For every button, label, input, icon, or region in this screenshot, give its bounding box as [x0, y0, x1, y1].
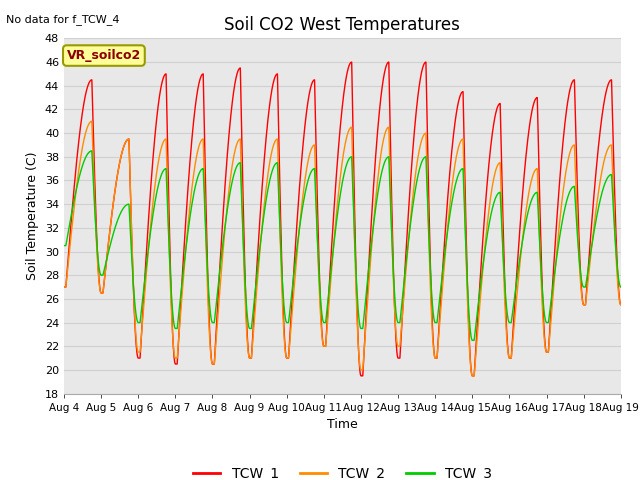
- Title: Soil CO2 West Temperatures: Soil CO2 West Temperatures: [225, 16, 460, 34]
- Line: TCW_1: TCW_1: [64, 62, 621, 376]
- Text: VR_soilco2: VR_soilco2: [67, 49, 141, 62]
- TCW_3: [568, 185, 575, 191]
- TCW_1: [215, 276, 223, 281]
- TCW_1: [348, 59, 356, 65]
- TCW_2: [468, 373, 476, 379]
- TCW_2: [584, 285, 591, 291]
- Line: TCW_3: TCW_3: [64, 151, 621, 340]
- TCW_3: [504, 318, 512, 324]
- TCW_3: [371, 213, 378, 219]
- X-axis label: Time: Time: [327, 418, 358, 431]
- TCW_2: [371, 208, 378, 214]
- TCW_1: [617, 302, 625, 308]
- Text: No data for f_TCW_4: No data for f_TCW_4: [6, 14, 120, 25]
- TCW_2: [358, 367, 366, 373]
- TCW_1: [371, 164, 379, 169]
- TCW_3: [584, 272, 591, 278]
- TCW_2: [216, 293, 223, 299]
- Legend: TCW_1, TCW_2, TCW_3: TCW_1, TCW_2, TCW_3: [187, 461, 498, 480]
- TCW_3: [358, 325, 366, 331]
- TCW_3: [468, 337, 476, 343]
- TCW_3: [88, 148, 96, 154]
- TCW_2: [617, 302, 625, 308]
- TCW_2: [568, 144, 575, 150]
- TCW_1: [357, 373, 365, 379]
- TCW_1: [359, 373, 367, 379]
- TCW_3: [60, 243, 68, 249]
- TCW_2: [504, 352, 512, 358]
- Line: TCW_2: TCW_2: [64, 121, 621, 376]
- TCW_1: [568, 80, 575, 86]
- TCW_1: [60, 284, 68, 290]
- TCW_1: [584, 278, 591, 284]
- TCW_2: [88, 119, 96, 124]
- TCW_1: [504, 351, 512, 357]
- TCW_2: [60, 284, 68, 290]
- TCW_3: [216, 271, 223, 277]
- TCW_3: [617, 284, 625, 290]
- Y-axis label: Soil Temperature (C): Soil Temperature (C): [26, 152, 39, 280]
